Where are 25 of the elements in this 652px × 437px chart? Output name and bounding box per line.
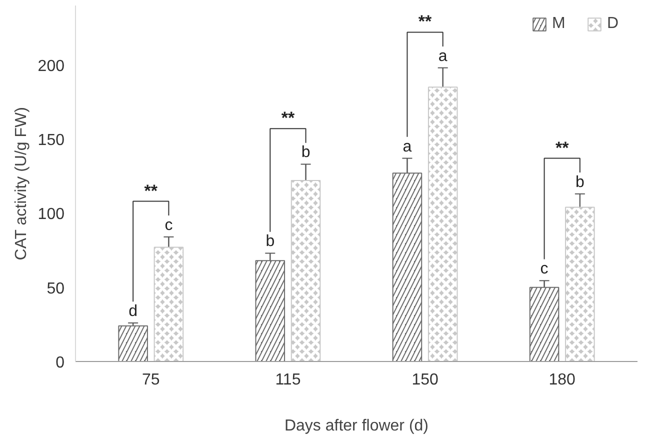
x-tick-label: 115 <box>275 372 301 388</box>
legend-label: M <box>552 15 566 33</box>
annotation: ** <box>144 181 158 200</box>
data-label: b <box>266 233 275 250</box>
annotation: ** <box>418 12 432 32</box>
data-label: a <box>402 138 412 156</box>
annotation: ** <box>555 138 570 158</box>
data-label: d <box>128 302 138 320</box>
data-label: a <box>438 48 448 65</box>
y-tick-label: 150 <box>38 132 65 149</box>
y-tick-label: 200 <box>38 58 65 75</box>
y-tick-label: 0 <box>56 354 65 372</box>
data-label: c <box>164 216 173 234</box>
x-tick-label: 180 <box>548 372 576 388</box>
data-label: c <box>540 260 548 278</box>
y-tick-label: 100 <box>38 206 65 224</box>
legend-label: D <box>607 15 620 33</box>
data-label: b <box>301 144 310 162</box>
annotation: ** <box>281 108 295 128</box>
data-label: b <box>575 174 584 191</box>
y-axis-title: CAT activity (U/g FW) <box>12 107 30 260</box>
x-axis-title: Days after flower (d) <box>284 418 429 434</box>
x-tick-label: 75 <box>142 372 160 388</box>
x-tick-label: 150 <box>412 372 438 388</box>
y-tick-label: 50 <box>46 280 65 298</box>
